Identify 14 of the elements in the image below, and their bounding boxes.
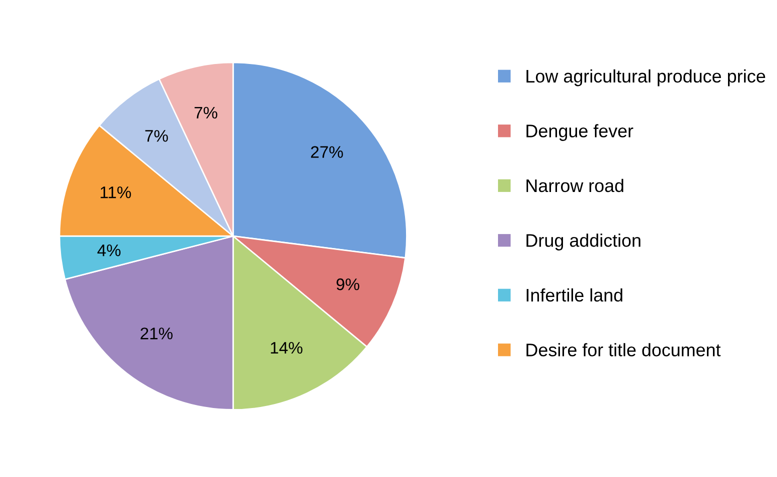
data-label: 9% — [336, 278, 360, 290]
data-label: 27% — [311, 146, 343, 158]
data-label: 14% — [270, 342, 302, 354]
legend-label: Infertile land — [526, 288, 622, 302]
data-label: 21% — [140, 328, 173, 340]
data-label: 4% — [97, 244, 121, 256]
legend-label: Desire for title document — [526, 343, 721, 356]
legend-label: Narrow road — [526, 178, 624, 192]
legend-label: Low agricultural produce price — [526, 69, 766, 86]
data-label: 11% — [100, 186, 131, 198]
legend-label: Drug addiction — [526, 234, 640, 250]
legend-label: Dengue fever — [526, 124, 634, 141]
data-label: 7% — [145, 130, 168, 142]
data-label: 7% — [194, 106, 218, 119]
